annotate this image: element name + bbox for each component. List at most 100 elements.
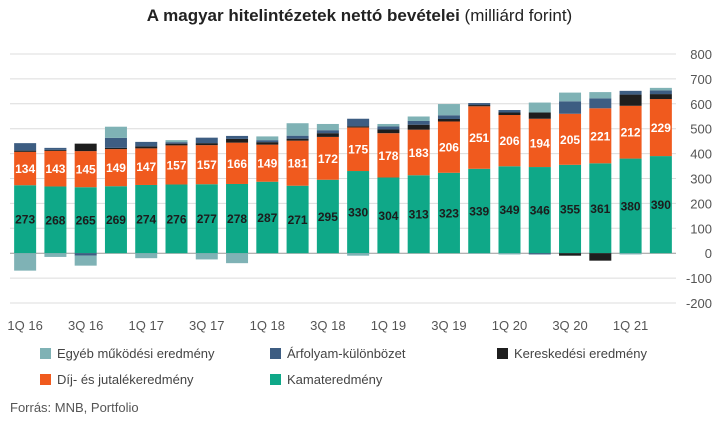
bar-arfolyam [316, 130, 339, 134]
bar-egyeb [44, 253, 67, 257]
data-label-dij: 157 [197, 158, 217, 172]
bar-arfolyam [44, 147, 67, 150]
bar-keresk [528, 112, 551, 119]
data-label-kamat: 346 [530, 204, 550, 218]
bar-keresk [256, 142, 279, 145]
bar-dij [377, 133, 400, 178]
data-label-dij: 181 [288, 157, 308, 171]
bar-dij [347, 127, 370, 172]
bar-kamat [14, 185, 37, 254]
data-label-dij: 221 [590, 129, 610, 143]
x-tick-label: 1Q 18 [250, 318, 285, 333]
data-label-kamat: 273 [15, 213, 35, 227]
bar-keresk [226, 138, 249, 143]
bar-egyeb [589, 92, 612, 99]
data-label-kamat: 304 [378, 209, 398, 223]
bar-dij [135, 148, 158, 185]
bar-egyeb [74, 255, 97, 266]
bar-arfolyam [74, 253, 97, 256]
x-tick-label: 3Q 19 [431, 318, 466, 333]
bar-arfolyam [286, 135, 309, 139]
y-tick-label: 500 [690, 122, 712, 137]
legend-swatch-kamat [270, 374, 281, 385]
bar-arfolyam [377, 126, 400, 130]
bar-arfolyam [256, 140, 279, 143]
bar-keresk [619, 94, 642, 106]
bar-arfolyam [407, 120, 430, 125]
bar-dij [407, 129, 430, 176]
y-tick-label: 300 [690, 172, 712, 187]
bar-dij [104, 149, 127, 187]
bar-egyeb [256, 136, 279, 141]
data-label-dij: 145 [76, 163, 96, 177]
legend-item-kamat: Kamateredmény [270, 372, 382, 387]
data-label-dij: 206 [499, 134, 519, 148]
bar-egyeb [135, 253, 158, 259]
chart-title-unit: (milliárd forint) [464, 6, 573, 25]
bar-keresk [589, 253, 612, 261]
bar-keresk [195, 143, 218, 146]
bar-arfolyam [468, 103, 491, 106]
y-tick-label: 200 [690, 196, 712, 211]
data-label-dij: 178 [378, 149, 398, 163]
y-tick-label: 600 [690, 97, 712, 112]
legend-label-dij: Díj- és jutalékeredmény [57, 372, 194, 387]
x-tick-label: 3Q 16 [68, 318, 103, 333]
bar-arfolyam [14, 143, 37, 151]
bar-arfolyam [619, 90, 642, 95]
bar-kamat [437, 172, 460, 254]
bar-kamat [226, 183, 249, 254]
bar-kamat [377, 177, 400, 254]
data-label-dij: 172 [318, 152, 338, 166]
bar-kamat [44, 186, 67, 254]
bar-egyeb [559, 92, 582, 102]
legend-item-egyeb: Egyéb működési eredmény [40, 346, 215, 361]
bar-dij [316, 136, 339, 180]
chart-title: A magyar hitelintézetek nettó bevételei … [0, 6, 719, 26]
data-label-dij: 149 [106, 161, 126, 175]
bar-keresk [286, 138, 309, 141]
bar-kamat [286, 185, 309, 254]
data-label-kamat: 361 [590, 202, 610, 216]
bar-dij [74, 151, 97, 188]
x-tick-label: 1Q 19 [371, 318, 406, 333]
bar-kamat [347, 171, 370, 254]
bar-dij [498, 115, 521, 167]
bar-egyeb [407, 116, 430, 121]
bar-keresk [347, 126, 370, 128]
data-label-kamat: 390 [651, 198, 671, 212]
data-label-dij: 206 [439, 141, 459, 155]
legend-item-dij: Díj- és jutalékeredmény [40, 372, 194, 387]
bar-arfolyam [195, 137, 218, 144]
data-label-dij: 212 [621, 126, 641, 140]
data-label-kamat: 274 [136, 213, 156, 227]
x-tick-label: 1Q 16 [7, 318, 42, 333]
bar-keresk [74, 143, 97, 152]
source-note: Forrás: MNB, Portfolio [10, 400, 139, 415]
bar-egyeb [104, 126, 127, 138]
data-label-dij: 143 [45, 162, 65, 176]
y-tick-label: 800 [690, 47, 712, 62]
bar-keresk [316, 133, 339, 137]
bar-dij [256, 144, 279, 182]
bar-kamat [559, 164, 582, 254]
data-label-kamat: 277 [197, 212, 217, 226]
bar-egyeb [619, 253, 642, 255]
bar-kamat [104, 186, 127, 254]
bar-arfolyam [589, 98, 612, 109]
data-label-kamat: 276 [166, 212, 186, 226]
bar-egyeb [195, 253, 218, 260]
bar-kamat [468, 168, 491, 254]
data-label-kamat: 330 [348, 206, 368, 220]
bar-arfolyam [498, 110, 521, 113]
bar-dij [559, 113, 582, 165]
bar-kamat [498, 166, 521, 254]
bar-arfolyam [528, 253, 551, 255]
legend-label-keresk: Kereskedési eredmény [514, 346, 647, 361]
bar-arfolyam [165, 142, 188, 144]
x-tick-label: 3Q 18 [310, 318, 345, 333]
bar-kamat [195, 184, 218, 254]
bar-dij [286, 140, 309, 186]
bar-keresk [559, 253, 582, 256]
bar-keresk [468, 105, 491, 107]
